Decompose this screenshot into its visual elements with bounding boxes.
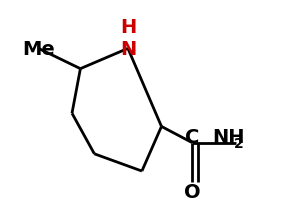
Text: O: O <box>184 182 201 201</box>
Text: NH: NH <box>212 128 244 146</box>
Text: Me: Me <box>22 40 55 59</box>
Text: 2: 2 <box>234 136 244 150</box>
Text: H: H <box>120 18 136 36</box>
Text: N: N <box>120 40 136 59</box>
Text: C: C <box>185 128 200 146</box>
